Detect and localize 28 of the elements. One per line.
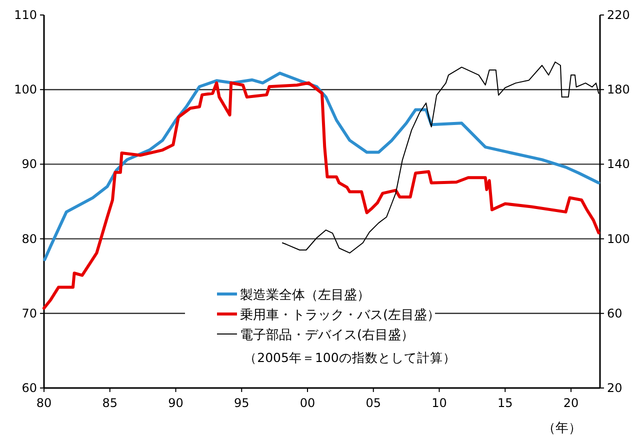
y-tick-label: 90 [22, 157, 37, 172]
y-tick-label: 100 [14, 82, 37, 97]
y-tick-label: 60 [22, 381, 37, 395]
y-tick-label: 110 [14, 8, 37, 22]
legend-label: 製造業全体（左目盛） [240, 288, 370, 303]
y-tick-label: 80 [22, 232, 37, 246]
y2-tick-label: 180 [607, 82, 630, 97]
y2-tick-label: 100 [607, 232, 630, 246]
line-series [42, 81, 600, 310]
x-tick-label: 95 [234, 396, 250, 410]
x-tick-label: 05 [366, 396, 382, 410]
x-tick-label: 00 [300, 396, 316, 410]
legend-label: 乗用車・トラック・バス(左目盛） [240, 308, 440, 323]
x-tick-label: 85 [102, 396, 118, 410]
y-tick-label: 70 [22, 306, 37, 320]
x-axis-title: （年） [542, 421, 582, 436]
x-tick-label: 80 [36, 396, 52, 410]
y2-tick-label: 220 [607, 8, 630, 22]
annotation: （2005年＝100の指数として計算） [244, 350, 456, 365]
legend-label: 電子部品・デバイス(右目盛） [240, 328, 414, 343]
y2-tick-label: 20 [607, 381, 622, 395]
x-tick-label: 20 [563, 396, 579, 410]
line-series [43, 72, 600, 262]
x-tick-label: 15 [497, 396, 513, 410]
x-tick-label: 10 [432, 396, 447, 410]
y2-tick-label: 140 [607, 157, 630, 172]
y2-tick-label: 60 [607, 306, 622, 320]
x-tick-label: 90 [168, 396, 184, 410]
